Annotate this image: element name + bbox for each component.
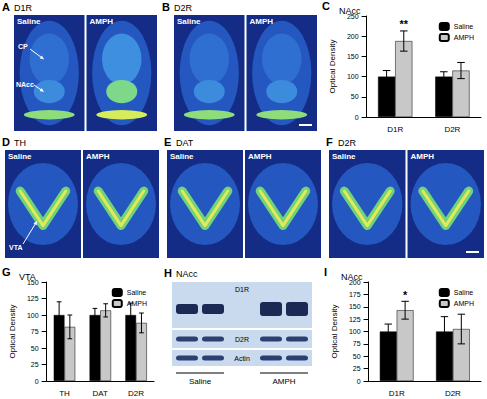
svg-text:AMPH: AMPH: [454, 34, 474, 41]
svg-text:DAT: DAT: [93, 389, 109, 398]
svg-text:200: 200: [348, 278, 361, 286]
svg-text:Saline: Saline: [170, 152, 194, 161]
svg-text:150: 150: [349, 303, 361, 310]
svg-text:F: F: [326, 136, 333, 148]
svg-text:D1R: D1R: [389, 389, 405, 398]
html-text:C: C: [322, 0, 330, 12]
svg-text:AMPH: AMPH: [272, 377, 295, 386]
svg-text:Saline: Saline: [127, 289, 147, 296]
svg-text:DAT: DAT: [176, 138, 194, 148]
svg-text:D1R: D1R: [14, 3, 33, 13]
svg-text:125: 125: [349, 316, 361, 323]
svg-text:50: 50: [31, 345, 39, 352]
svg-text:D2R: D2R: [444, 125, 460, 134]
svg-text:VTA: VTA: [9, 244, 22, 251]
svg-text:Saline: Saline: [332, 152, 356, 161]
svg-text:Optical Density: Optical Density: [328, 40, 337, 94]
svg-text:250: 250: [346, 12, 359, 20]
svg-text:NAcc: NAcc: [339, 6, 361, 16]
svg-text:CP: CP: [18, 43, 28, 50]
svg-text:NAcc: NAcc: [16, 81, 34, 88]
svg-text:Saline: Saline: [177, 17, 201, 26]
svg-text:25: 25: [31, 361, 39, 368]
svg-text:AMPH: AMPH: [454, 300, 474, 307]
svg-text:Saline: Saline: [189, 377, 212, 386]
svg-text:Saline: Saline: [17, 17, 41, 26]
svg-text:A: A: [2, 1, 10, 13]
svg-text:AMPH: AMPH: [90, 17, 114, 26]
svg-text:Actin: Actin: [234, 355, 250, 362]
svg-text:E: E: [164, 136, 171, 148]
svg-text:Saline: Saline: [454, 289, 474, 296]
svg-text:75: 75: [31, 328, 39, 335]
svg-text:D1R: D1R: [235, 286, 249, 293]
svg-text:TH: TH: [59, 389, 70, 398]
svg-text:0: 0: [357, 378, 361, 385]
svg-text:25: 25: [353, 365, 361, 372]
svg-text:100: 100: [347, 73, 359, 80]
svg-text:**: **: [399, 18, 408, 30]
svg-text:NAcc: NAcc: [176, 269, 198, 279]
html-text:I: I: [324, 266, 328, 278]
svg-text:B: B: [162, 1, 170, 13]
svg-text:D2R: D2R: [128, 389, 144, 398]
svg-text:AMPH: AMPH: [248, 152, 272, 161]
svg-text:150: 150: [347, 53, 359, 60]
svg-text:AMPH: AMPH: [250, 17, 274, 26]
svg-text:NAcc: NAcc: [341, 272, 363, 282]
svg-text:AMPH: AMPH: [127, 300, 147, 307]
svg-text:D: D: [2, 136, 10, 148]
svg-text:Saline: Saline: [454, 23, 474, 30]
svg-text:75: 75: [353, 340, 361, 347]
svg-text:0: 0: [35, 378, 39, 385]
svg-text:H: H: [164, 267, 172, 279]
svg-text:*: *: [403, 289, 408, 301]
svg-text:AMPH: AMPH: [86, 152, 110, 161]
svg-text:TH: TH: [14, 138, 26, 148]
svg-text:Saline: Saline: [8, 152, 32, 161]
svg-text:VTA: VTA: [19, 272, 36, 282]
svg-text:D1R: D1R: [387, 125, 403, 134]
svg-text:D2R: D2R: [338, 138, 357, 148]
svg-text:150: 150: [26, 278, 39, 286]
svg-text:D2R: D2R: [445, 389, 461, 398]
svg-text:100: 100: [27, 312, 39, 319]
svg-text:200: 200: [347, 33, 359, 40]
svg-text:125: 125: [27, 295, 39, 302]
html-text:G: G: [2, 266, 11, 278]
svg-text:100: 100: [349, 328, 361, 335]
svg-text:D2R: D2R: [174, 3, 193, 13]
svg-text:0: 0: [355, 114, 359, 121]
svg-text:50: 50: [353, 353, 361, 360]
svg-text:50: 50: [351, 93, 359, 100]
svg-text:AMPH: AMPH: [411, 152, 435, 161]
svg-text:Optical Density: Optical Density: [8, 305, 17, 359]
svg-text:D2R: D2R: [235, 336, 249, 343]
svg-text:175: 175: [349, 291, 361, 298]
svg-text:Optical Density: Optical Density: [330, 305, 339, 359]
